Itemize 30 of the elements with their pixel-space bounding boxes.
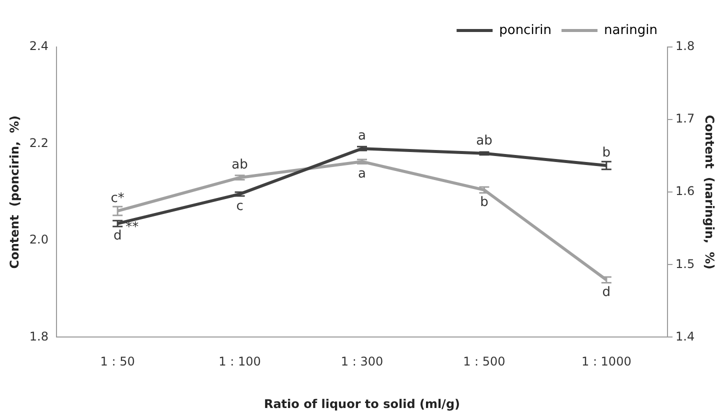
data-label: c: [236, 198, 244, 214]
legend-label: poncirin: [499, 22, 552, 38]
data-label: d: [113, 228, 122, 244]
data-label: d: [602, 284, 611, 300]
data-label: a: [358, 166, 366, 182]
y2-axis-title: Content (naringin, %): [702, 114, 717, 270]
data-label: a: [358, 128, 366, 144]
y-tick-label: 2.2: [29, 136, 48, 150]
y-tick-label: 1.8: [29, 329, 48, 344]
y-axis-title: Content (poncirin, %): [7, 116, 22, 269]
y2-tick-label: 1.7: [676, 112, 695, 126]
y2-tick-label: 1.6: [676, 184, 695, 198]
x-tick-label: 1 : 500: [463, 354, 506, 369]
x-tick-label: 1 : 1000: [581, 354, 632, 369]
data-label: c*: [110, 190, 125, 206]
y-tick-label: 2.4: [29, 39, 48, 54]
y-tick-label: 2.0: [29, 232, 48, 247]
legend-label: naringin: [604, 22, 658, 38]
data-label: b: [480, 194, 488, 210]
data-label: ab: [232, 157, 248, 172]
x-tick-label: 1 : 100: [218, 354, 261, 369]
data-label: ab: [476, 133, 492, 148]
y2-tick-label: 1.8: [676, 39, 695, 54]
data-label: b: [602, 145, 611, 160]
x-axis-title: Ratio of liquor to solid (ml/g): [264, 396, 460, 411]
annotation: **: [126, 220, 140, 235]
x-tick-label: 1 : 300: [340, 354, 384, 369]
x-tick-label: 1 : 50: [100, 354, 135, 369]
y2-tick-label: 1.4: [676, 329, 695, 344]
y2-tick-label: 1.5: [676, 256, 695, 271]
